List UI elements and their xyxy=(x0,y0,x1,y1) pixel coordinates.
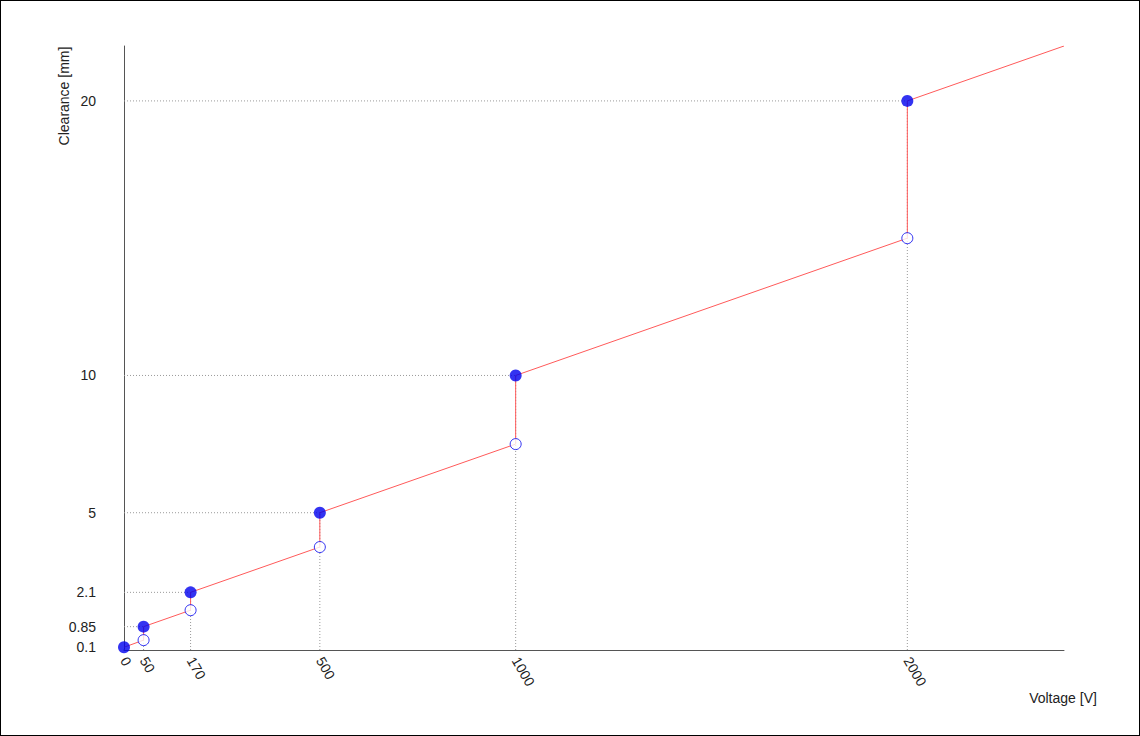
svg-text:Voltage [V]: Voltage [V] xyxy=(1029,690,1097,706)
svg-text:0.85: 0.85 xyxy=(69,619,96,635)
svg-text:500: 500 xyxy=(313,654,339,682)
svg-text:1000: 1000 xyxy=(509,654,539,689)
svg-text:2000: 2000 xyxy=(900,654,930,689)
svg-text:10: 10 xyxy=(80,367,96,383)
svg-text:0: 0 xyxy=(117,654,135,669)
svg-text:2.1: 2.1 xyxy=(77,584,97,600)
svg-text:20: 20 xyxy=(80,93,96,109)
svg-text:170: 170 xyxy=(184,654,210,682)
svg-text:0.1: 0.1 xyxy=(77,639,97,655)
svg-text:50: 50 xyxy=(137,654,159,676)
svg-text:5: 5 xyxy=(88,505,96,521)
svg-text:Clearance [mm]: Clearance [mm] xyxy=(56,47,72,146)
